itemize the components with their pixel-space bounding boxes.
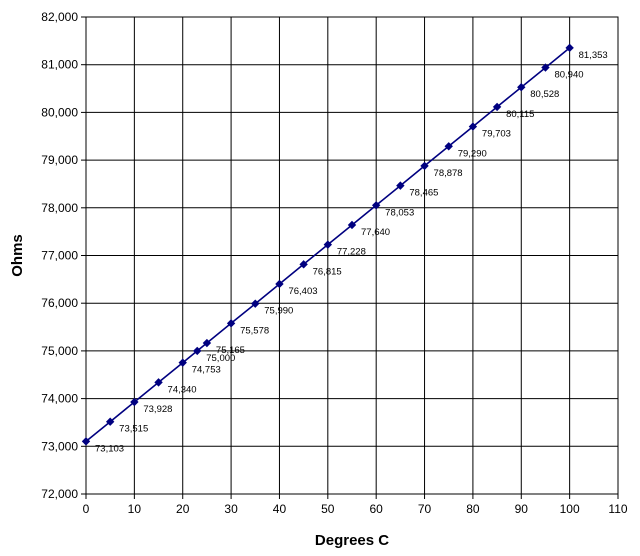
data-label: 75,990 [264, 306, 293, 317]
data-point-marker [323, 240, 333, 249]
data-point-marker [275, 279, 284, 289]
x-tick-label: 80 [466, 502, 480, 516]
data-label: 78,053 [385, 207, 414, 218]
data-label: 75,578 [240, 325, 269, 336]
x-tick-label: 70 [418, 502, 432, 516]
series-line [85, 47, 571, 443]
y-tick-label: 72,000 [41, 487, 78, 501]
data-label: 75,165 [216, 345, 245, 356]
data-point-marker [541, 63, 550, 72]
data-point-marker [468, 122, 478, 131]
y-tick-label: 78,000 [41, 201, 78, 215]
data-label: 73,928 [143, 404, 172, 415]
data-label: 76,403 [288, 286, 317, 297]
x-tick-label: 50 [321, 502, 335, 516]
x-tick-label: 20 [176, 502, 190, 516]
data-label: 80,528 [530, 89, 559, 100]
data-point-marker [251, 299, 260, 308]
data-label: 74,340 [168, 384, 197, 395]
data-label: 77,640 [361, 227, 390, 238]
data-label: 78,878 [434, 168, 463, 179]
x-tick-label: 110 [608, 502, 627, 516]
series-plot [81, 43, 574, 446]
data-point-marker [444, 142, 453, 151]
data-point-marker [396, 181, 405, 190]
data-point-marker [371, 201, 381, 210]
data-point-marker [299, 260, 308, 269]
data-label: 81,353 [579, 50, 608, 61]
x-tick-label: 0 [83, 502, 90, 516]
data-label: 80,940 [554, 70, 583, 81]
y-tick-label: 79,000 [41, 153, 78, 167]
data-point-marker [81, 437, 91, 446]
data-label: 73,103 [95, 443, 124, 454]
x-axis-ticks: 0 10 20 30 40 50 60 70 80 90 100 110 [83, 494, 628, 516]
data-point-marker [130, 397, 139, 407]
y-tick-label: 81,000 [41, 58, 78, 72]
data-point-marker [420, 161, 429, 171]
data-point-marker [202, 338, 212, 348]
data-label: 80,115 [506, 109, 534, 120]
y-tick-label: 80,000 [41, 105, 78, 119]
data-point-marker [178, 358, 187, 367]
data-point-marker [193, 346, 202, 356]
x-tick-label: 10 [128, 502, 142, 516]
data-label: 74,753 [192, 365, 221, 376]
x-tick-label: 100 [560, 502, 580, 516]
y-axis-title: Ohms [9, 234, 26, 277]
y-tick-label: 76,000 [41, 296, 78, 310]
x-tick-label: 60 [370, 502, 384, 516]
data-label: 79,703 [482, 129, 511, 140]
x-tick-label: 90 [515, 502, 529, 516]
y-tick-label: 75,000 [41, 344, 78, 358]
grid-lines [85, 16, 619, 495]
x-tick-label: 40 [273, 502, 287, 516]
data-point-marker [154, 378, 163, 387]
x-tick-label: 30 [224, 502, 238, 516]
data-point-marker [492, 102, 502, 112]
data-point-marker [347, 220, 357, 230]
data-point-marker [105, 417, 115, 426]
y-tick-label: 74,000 [41, 392, 78, 406]
y-tick-label: 82,000 [41, 10, 78, 24]
data-label: 76,815 [313, 266, 342, 277]
data-point-marker [226, 319, 236, 328]
x-axis-title: Degrees C [315, 532, 389, 549]
data-labels: 73,103 73,515 73,928 74,340 74,75375,00075,1… [95, 50, 608, 455]
data-label: 73,515 [119, 424, 148, 435]
y-tick-label: 77,000 [41, 249, 78, 263]
data-label: 77,228 [337, 247, 366, 258]
data-label: 75,000 [206, 353, 235, 364]
data-point-marker [565, 43, 574, 53]
data-label: 78,465 [409, 188, 438, 199]
y-tick-label: 73,000 [41, 439, 78, 453]
data-point-marker [517, 83, 526, 92]
data-label: 79,290 [458, 148, 487, 159]
y-axis-ticks: 72,000 73,000 74,000 75,000 76,000 77,000 78,0… [41, 10, 86, 501]
